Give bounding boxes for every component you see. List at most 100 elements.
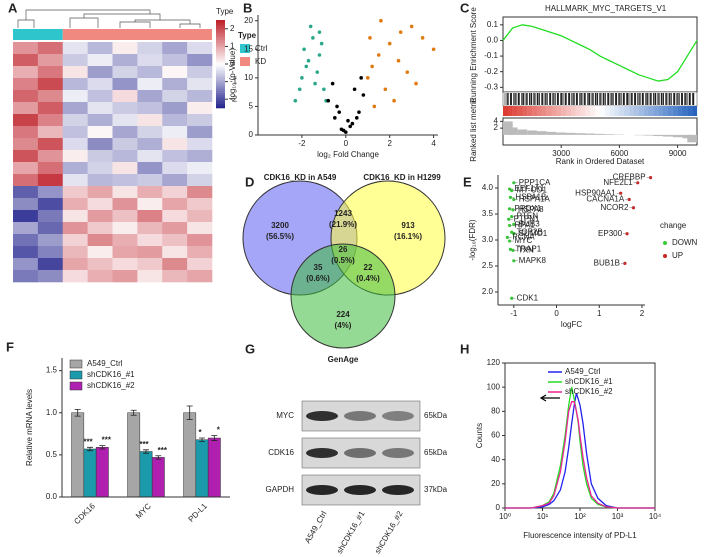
y-tick-label: 3.5 [482,209,494,218]
heatmap-cell [62,138,88,151]
set-label: CDK16_KD in A549 [264,173,337,182]
point [392,98,396,103]
x-tick-label: 10⁴ [649,512,662,521]
heatmap-cell [37,174,64,187]
heatmap-cell [187,150,213,163]
heatmap-cell [13,270,39,283]
legend-label: shCDK16_#2 [87,381,135,390]
heatmap-cell [62,90,88,103]
point-label: TRAP1 [515,244,541,253]
heatmap-cell [62,234,88,247]
legend-label: UP [672,251,683,260]
rank-band [517,106,523,116]
heatmap-cell [187,138,213,151]
rank-band [619,106,625,116]
heatmap-cell [13,222,39,235]
heatmap-cell [137,90,163,103]
heatmap-cell [112,90,138,103]
colorbar-step [216,105,225,109]
x-tick-label: 2 [387,139,392,148]
point [346,118,350,123]
y-tick-label: 0.5 [46,450,58,459]
heatmap-cell [137,258,163,271]
y-tick-label: 0 [249,130,254,139]
metric-bar [643,134,654,136]
y-tick-label: 40 [491,455,500,464]
enrichment-line [502,24,698,82]
heatmap-cell [137,42,163,55]
legend-title: Type [238,31,257,40]
colorbar-step [216,50,225,54]
colorbar-step [216,55,225,58]
rank-band [595,106,601,116]
rank-band [546,106,552,116]
heatmap-cell [112,126,138,139]
metric-bar [585,133,596,135]
point-label: PTEN [517,212,539,221]
point [308,24,313,29]
colorbar-step [216,83,225,87]
heatmap-cell [187,66,213,79]
colorbar-step [216,97,225,100]
point-label: SUMO1 [519,229,548,238]
rank-band [570,106,576,116]
y-tick-label: 2.0 [482,287,494,296]
colorbar-step [216,33,225,36]
region-percent: (0.4%) [356,274,380,283]
bar [195,439,209,498]
heatmap-cell [137,234,163,247]
point [313,81,317,86]
x-axis-label: Fluorescence intensity of PD-L1 [523,531,637,540]
point [625,232,629,236]
heatmap-cell [162,162,188,175]
legend-swatch [69,359,83,369]
heatmap-cell [187,222,213,235]
heatmap-cell [187,210,213,223]
point [648,176,653,180]
colorbar-step [216,35,225,38]
heatmap-cell [162,222,188,235]
point [405,70,410,74]
blot-row-label: CDK16 [268,448,294,457]
y-tick-label: 100 [487,382,501,391]
point [304,64,309,69]
heatmap-cell [137,54,163,67]
point [317,53,322,57]
x-tick-label: -1 [510,309,518,318]
heatmap-cell [162,90,188,103]
heatmap-cell [187,78,213,91]
x-axis-label: log₂ Fold Change [317,150,379,159]
type-bar [13,29,63,40]
rank-band [609,106,615,116]
x-tick-label: 2 [640,309,645,318]
heatmap-cell [137,126,163,139]
colorbar-step [216,20,225,23]
colorbar-step [216,48,225,52]
rank-band [536,106,542,116]
heatmap-cell [137,246,163,259]
heatmap-cell [37,90,64,103]
significance: *** [139,440,149,449]
x-tick-label: PD-L1 [186,501,209,524]
blot-band [382,448,414,458]
point [376,53,381,57]
heatmap-cell [137,174,163,187]
heatmap-cell [187,174,213,187]
metric-axis-label: Ranked list metric [469,98,478,162]
point-label: TXN [518,246,534,255]
y-tick-label: 20 [491,479,500,488]
blot-band [344,448,376,458]
metric-bar [653,134,664,137]
venn-set [290,243,396,349]
blot-band [306,448,338,458]
heatmap-cell [112,246,138,259]
blot-lane-label: shCDK16_#2 [373,509,405,555]
heatmap-cell [162,42,188,55]
blot-row-label: MYC [276,411,294,420]
bar [71,412,85,498]
chart-title: HALLMARK_MYC_TARGETS_V1 [545,4,667,13]
point [361,93,366,97]
colorbar-step [216,68,225,71]
point [322,87,326,92]
point [330,81,335,86]
